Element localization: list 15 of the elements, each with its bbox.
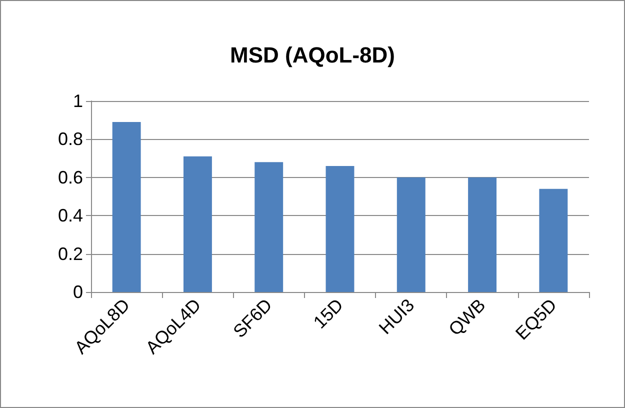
y-tick-label: 0.8 — [58, 129, 83, 150]
bar — [539, 188, 568, 292]
bar — [254, 162, 284, 292]
y-tick-label: 0 — [72, 282, 83, 302]
bar — [468, 177, 497, 292]
y-tick-label: 0.6 — [58, 167, 83, 188]
chart-title: MSD (AQoL-8D) — [230, 42, 395, 68]
bar — [326, 166, 354, 292]
y-tick-label: 1 — [72, 91, 83, 111]
bar — [112, 122, 141, 292]
bar — [396, 177, 426, 292]
y-tick-label: 0.4 — [58, 206, 83, 226]
x-tick-label: 15D — [310, 294, 348, 332]
bar — [183, 156, 212, 292]
y-tick-label: 0.2 — [58, 244, 83, 264]
